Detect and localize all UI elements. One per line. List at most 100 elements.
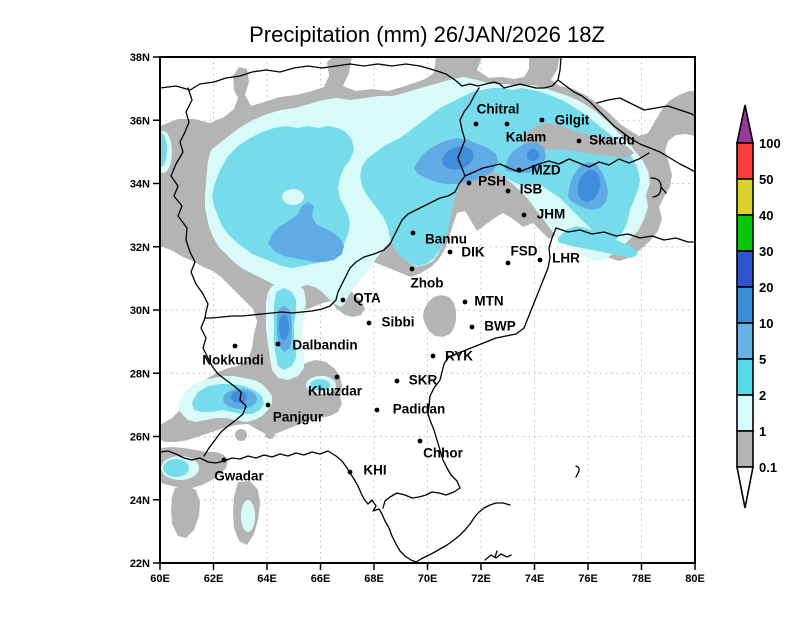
legend-value-0.1: 0.1 (759, 460, 777, 475)
city-label-isb: ISB (520, 182, 543, 197)
legend-value-1: 1 (759, 424, 766, 439)
city-dot-psh (467, 181, 472, 186)
city-dot-mzd (517, 168, 522, 173)
y-axis-label: 30N (130, 305, 150, 317)
city-dot-dik (448, 250, 453, 255)
legend-value-5: 5 (759, 352, 766, 367)
chart-title: Precipitation (mm) 26/JAN/2026 18Z (249, 22, 605, 47)
y-axis-label: 26N (130, 432, 150, 444)
creek-mark-east (576, 466, 579, 477)
legend-value-20: 20 (759, 280, 773, 295)
city-dot-dalbandin (276, 342, 281, 347)
city-dot-isb (506, 189, 511, 194)
legend-value-10: 10 (759, 316, 773, 331)
precip-lvl10-panjgur-core (231, 391, 247, 403)
city-label-khi: KHI (363, 463, 386, 478)
city-dot-panjgur (266, 403, 271, 408)
x-axis-label: 68E (364, 573, 384, 585)
precip-lvl2-gwadar (163, 459, 189, 477)
legend-arrow-top (737, 105, 753, 143)
y-axis-label: 38N (130, 52, 150, 64)
city-dot-gilgit (540, 118, 545, 123)
city-dot-bannu (411, 231, 416, 236)
x-axis-label: 72E (471, 573, 491, 585)
city-label-zhob: Zhob (411, 276, 444, 291)
x-axis-label: 74E (525, 573, 545, 585)
city-label-gwadar: Gwadar (214, 469, 264, 484)
legend-band-4 (737, 287, 753, 323)
city-dot-chitral (474, 122, 479, 127)
y-axis-label: 34N (130, 179, 150, 191)
city-dot-skr (395, 379, 400, 384)
y-axis-label: 22N (130, 558, 150, 570)
legend-value-30: 30 (759, 244, 773, 259)
city-dot-qta (341, 298, 346, 303)
city-label-ryk: RYK (445, 349, 473, 364)
city-dot-bwp (470, 325, 475, 330)
legend-band-1 (737, 179, 753, 215)
city-label-panjgur: Panjgur (273, 410, 324, 425)
precip-lvl1-oval2-core (241, 500, 255, 532)
city-dot-lhr (538, 258, 543, 263)
city-label-bwp: BWP (484, 319, 516, 334)
city-dot-chhor (418, 439, 423, 444)
legend-band-7 (737, 395, 753, 431)
x-axis-label: 64E (257, 573, 277, 585)
city-label-skardu: Skardu (589, 133, 635, 148)
city-dot-ryk (431, 354, 436, 359)
city-label-qta: QTA (353, 291, 381, 306)
x-axis-label: 60E (150, 573, 170, 585)
x-axis-label: 76E (578, 573, 598, 585)
city-label-padidan: Padidan (393, 402, 446, 417)
city-label-chitral: Chitral (477, 102, 520, 117)
city-label-fsd: FSD (511, 244, 538, 259)
city-dot-khuzdar (335, 375, 340, 380)
x-axis-label: 78E (632, 573, 652, 585)
city-dot-mtn (463, 300, 468, 305)
legend-band-6 (737, 359, 753, 395)
city-dot-nokkundi (233, 344, 238, 349)
city-dot-sibbi (367, 321, 372, 326)
city-label-dalbandin: Dalbandin (292, 338, 357, 353)
city-label-sibbi: Sibbi (382, 315, 415, 330)
border-afghan-north (160, 58, 561, 90)
city-label-mzd: MZD (531, 163, 560, 178)
precip-gray-bottomleft-oval1 (171, 485, 200, 538)
city-dot-khi (348, 470, 353, 475)
city-dot-padidan (375, 408, 380, 413)
precip-gray-mtn-blob (423, 295, 456, 337)
precip-gray-dot-1 (235, 429, 247, 441)
x-axis-label: 70E (418, 573, 438, 585)
colorbar-legend: 10050403020105210.1 (737, 105, 781, 508)
city-dot-kalam (505, 122, 510, 127)
x-axis-label: 80E (685, 573, 705, 585)
city-label-lhr: LHR (552, 251, 580, 266)
creek-marks-south (485, 551, 511, 560)
precip-gray-dot-2 (265, 429, 275, 439)
legend-value-50: 50 (759, 172, 773, 187)
city-dot-jhm (522, 213, 527, 218)
legend-value-40: 40 (759, 208, 773, 223)
city-label-dik: DIK (461, 245, 485, 260)
precip-lvl1-hole-in-cyan (282, 189, 304, 205)
y-axis-label: 36N (130, 115, 150, 127)
precip-lvl10-kalam-core (527, 149, 539, 161)
city-label-khuzdar: Khuzdar (308, 384, 363, 399)
city-label-skr: SKR (409, 373, 438, 388)
legend-arrow-bottom (737, 467, 753, 508)
city-label-kalam: Kalam (506, 130, 547, 145)
city-dot-skardu (577, 139, 582, 144)
precipitation-map: Precipitation (mm) 26/JAN/2026 18Z (0, 0, 800, 618)
y-axis-label: 28N (130, 368, 150, 380)
city-dot-gwadar (222, 458, 227, 463)
y-axis-label: 32N (130, 242, 150, 254)
legend-band-8 (737, 431, 753, 467)
legend-band-2 (737, 215, 753, 251)
city-label-nokkundi: Nokkundi (202, 353, 264, 368)
x-axis-label: 66E (311, 573, 331, 585)
city-dot-fsd (506, 261, 511, 266)
legend-value-100: 100 (759, 136, 781, 151)
city-label-gilgit: Gilgit (555, 113, 590, 128)
legend-band-3 (737, 251, 753, 287)
city-dot-zhob (410, 267, 415, 272)
